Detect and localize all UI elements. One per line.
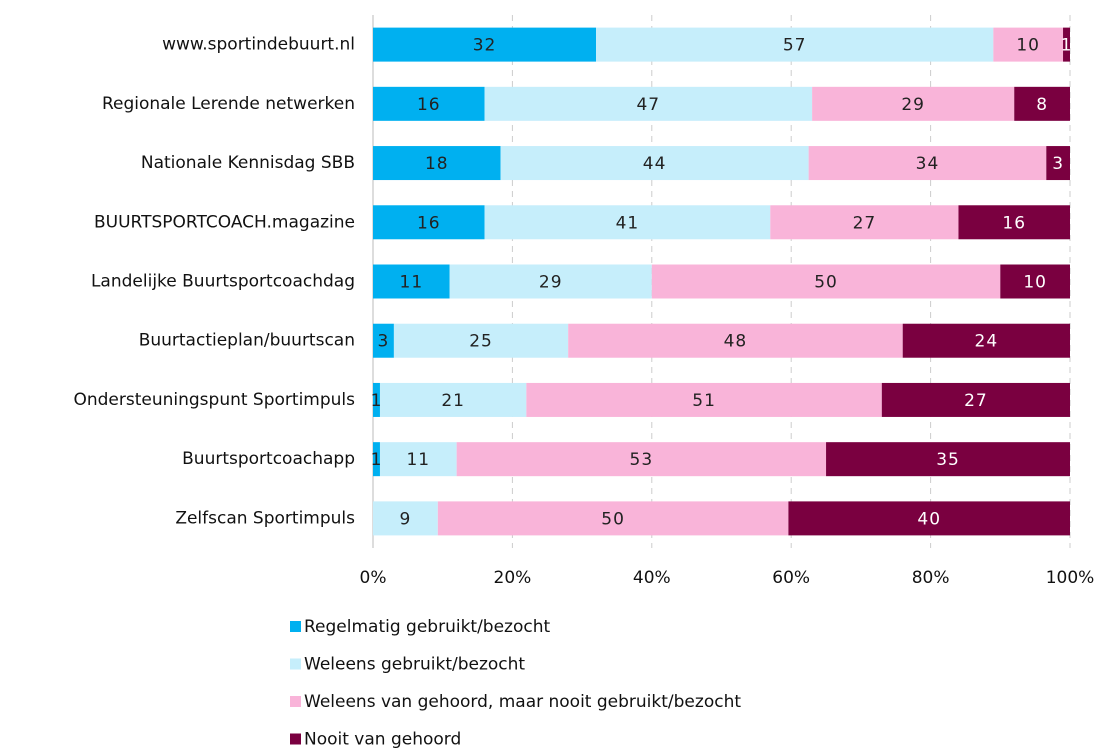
bar-segment: [379, 382, 527, 417]
y-tick-label: Nationale Kennisdag SBB: [141, 153, 355, 173]
legend-label: Weleens gebruikt/bezocht: [304, 655, 525, 675]
data-label: 51: [692, 391, 716, 411]
bar-segment: [812, 86, 1015, 121]
data-label: 27: [853, 213, 877, 233]
data-label: 10: [1023, 273, 1047, 293]
bar-segment: [373, 86, 485, 121]
bar-segment: [373, 205, 485, 240]
x-tick-label: 60%: [772, 568, 810, 588]
data-label: 44: [643, 154, 667, 174]
bar-segment: [437, 501, 789, 536]
legend-swatch: [290, 733, 301, 745]
y-tick-label: www.sportindebuurt.nl: [162, 35, 355, 55]
x-tick-label: 20%: [494, 568, 532, 588]
legend-label: Regelmatig gebruikt/bezocht: [304, 617, 551, 637]
data-label: 16: [417, 95, 441, 115]
data-label: 29: [901, 95, 925, 115]
bar-segment: [373, 146, 501, 181]
data-label: 16: [417, 213, 441, 233]
x-tick-label: 100%: [1046, 568, 1095, 588]
bar-segment: [770, 205, 959, 240]
y-tick-label: Buurtactieplan/buurtscan: [139, 331, 355, 351]
bar-segment: [373, 501, 438, 536]
bar-segment: [373, 27, 597, 62]
data-label: 41: [616, 213, 640, 233]
bar-segment: [826, 442, 1070, 477]
data-label: 47: [636, 95, 660, 115]
bar-segment: [568, 323, 903, 358]
y-tick-label: Zelfscan Sportimpuls: [175, 508, 355, 528]
bar-segment: [993, 27, 1064, 62]
x-tick-label: 80%: [912, 568, 950, 588]
data-label: 21: [441, 391, 465, 411]
data-label: 34: [916, 154, 940, 174]
bar-segment: [484, 86, 813, 121]
data-label: 29: [539, 273, 563, 293]
data-label: 1: [1061, 36, 1073, 56]
data-label: 16: [1002, 213, 1026, 233]
y-tick-label: BUURTSPORTCOACH.magazine: [94, 212, 355, 232]
bar-segment: [1046, 146, 1070, 181]
bar-segment: [373, 382, 380, 417]
bar-segment: [958, 205, 1070, 240]
data-label: 3: [1052, 154, 1064, 174]
bar-segment: [1000, 264, 1070, 299]
bar-segment: [456, 442, 827, 477]
y-tick-label: Regionale Lerende netwerken: [102, 94, 355, 114]
y-tick-label: Ondersteuningspunt Sportimpuls: [73, 390, 355, 410]
legend-swatch: [290, 658, 301, 670]
data-label: 40: [917, 509, 941, 529]
data-label: 27: [964, 391, 988, 411]
data-label: 25: [469, 332, 493, 352]
y-tick-label: Landelijke Buurtsportcoachdag: [91, 272, 355, 292]
data-label: 32: [473, 36, 497, 56]
y-tick-label: Buurtsportcoachapp: [182, 449, 355, 469]
bar-segment: [373, 442, 380, 477]
data-label: 18: [425, 154, 449, 174]
bar-segment: [1063, 27, 1070, 62]
data-label: 3: [378, 332, 390, 352]
data-label: 24: [975, 332, 999, 352]
data-label: 1: [371, 391, 383, 411]
bar-segment: [500, 146, 809, 181]
bar-segment: [1014, 86, 1070, 121]
legend-label: Nooit van gehoord: [304, 730, 461, 750]
data-label: 9: [399, 509, 411, 529]
bar-segment: [526, 382, 882, 417]
data-label: 35: [936, 450, 960, 470]
bar-segment: [596, 27, 994, 62]
data-label: 11: [400, 273, 424, 293]
legend-label: Weleens van gehoord, maar nooit gebruikt…: [304, 692, 741, 712]
bar-segment: [808, 146, 1047, 181]
bar-segment: [484, 205, 771, 240]
bar-segment: [449, 264, 652, 299]
x-tick-label: 0%: [360, 568, 387, 588]
bar-segment: [788, 501, 1070, 536]
bar-segment: [651, 264, 1001, 299]
bar-segment: [393, 323, 569, 358]
bar-segment: [373, 323, 394, 358]
data-label: 10: [1016, 36, 1040, 56]
data-label: 48: [724, 332, 748, 352]
data-label: 57: [783, 36, 807, 56]
data-label: 53: [630, 450, 654, 470]
data-label: 50: [814, 273, 838, 293]
bar-segment: [373, 264, 450, 299]
x-tick-label: 40%: [633, 568, 671, 588]
data-label: 1: [371, 450, 383, 470]
bar-segment: [379, 442, 457, 477]
data-label: 50: [601, 509, 625, 529]
data-label: 8: [1036, 95, 1048, 115]
legend-swatch: [290, 696, 301, 707]
bar-segment: [881, 382, 1070, 417]
data-label: 11: [406, 450, 430, 470]
bar-segment: [902, 323, 1070, 358]
legend-swatch: [290, 621, 301, 632]
